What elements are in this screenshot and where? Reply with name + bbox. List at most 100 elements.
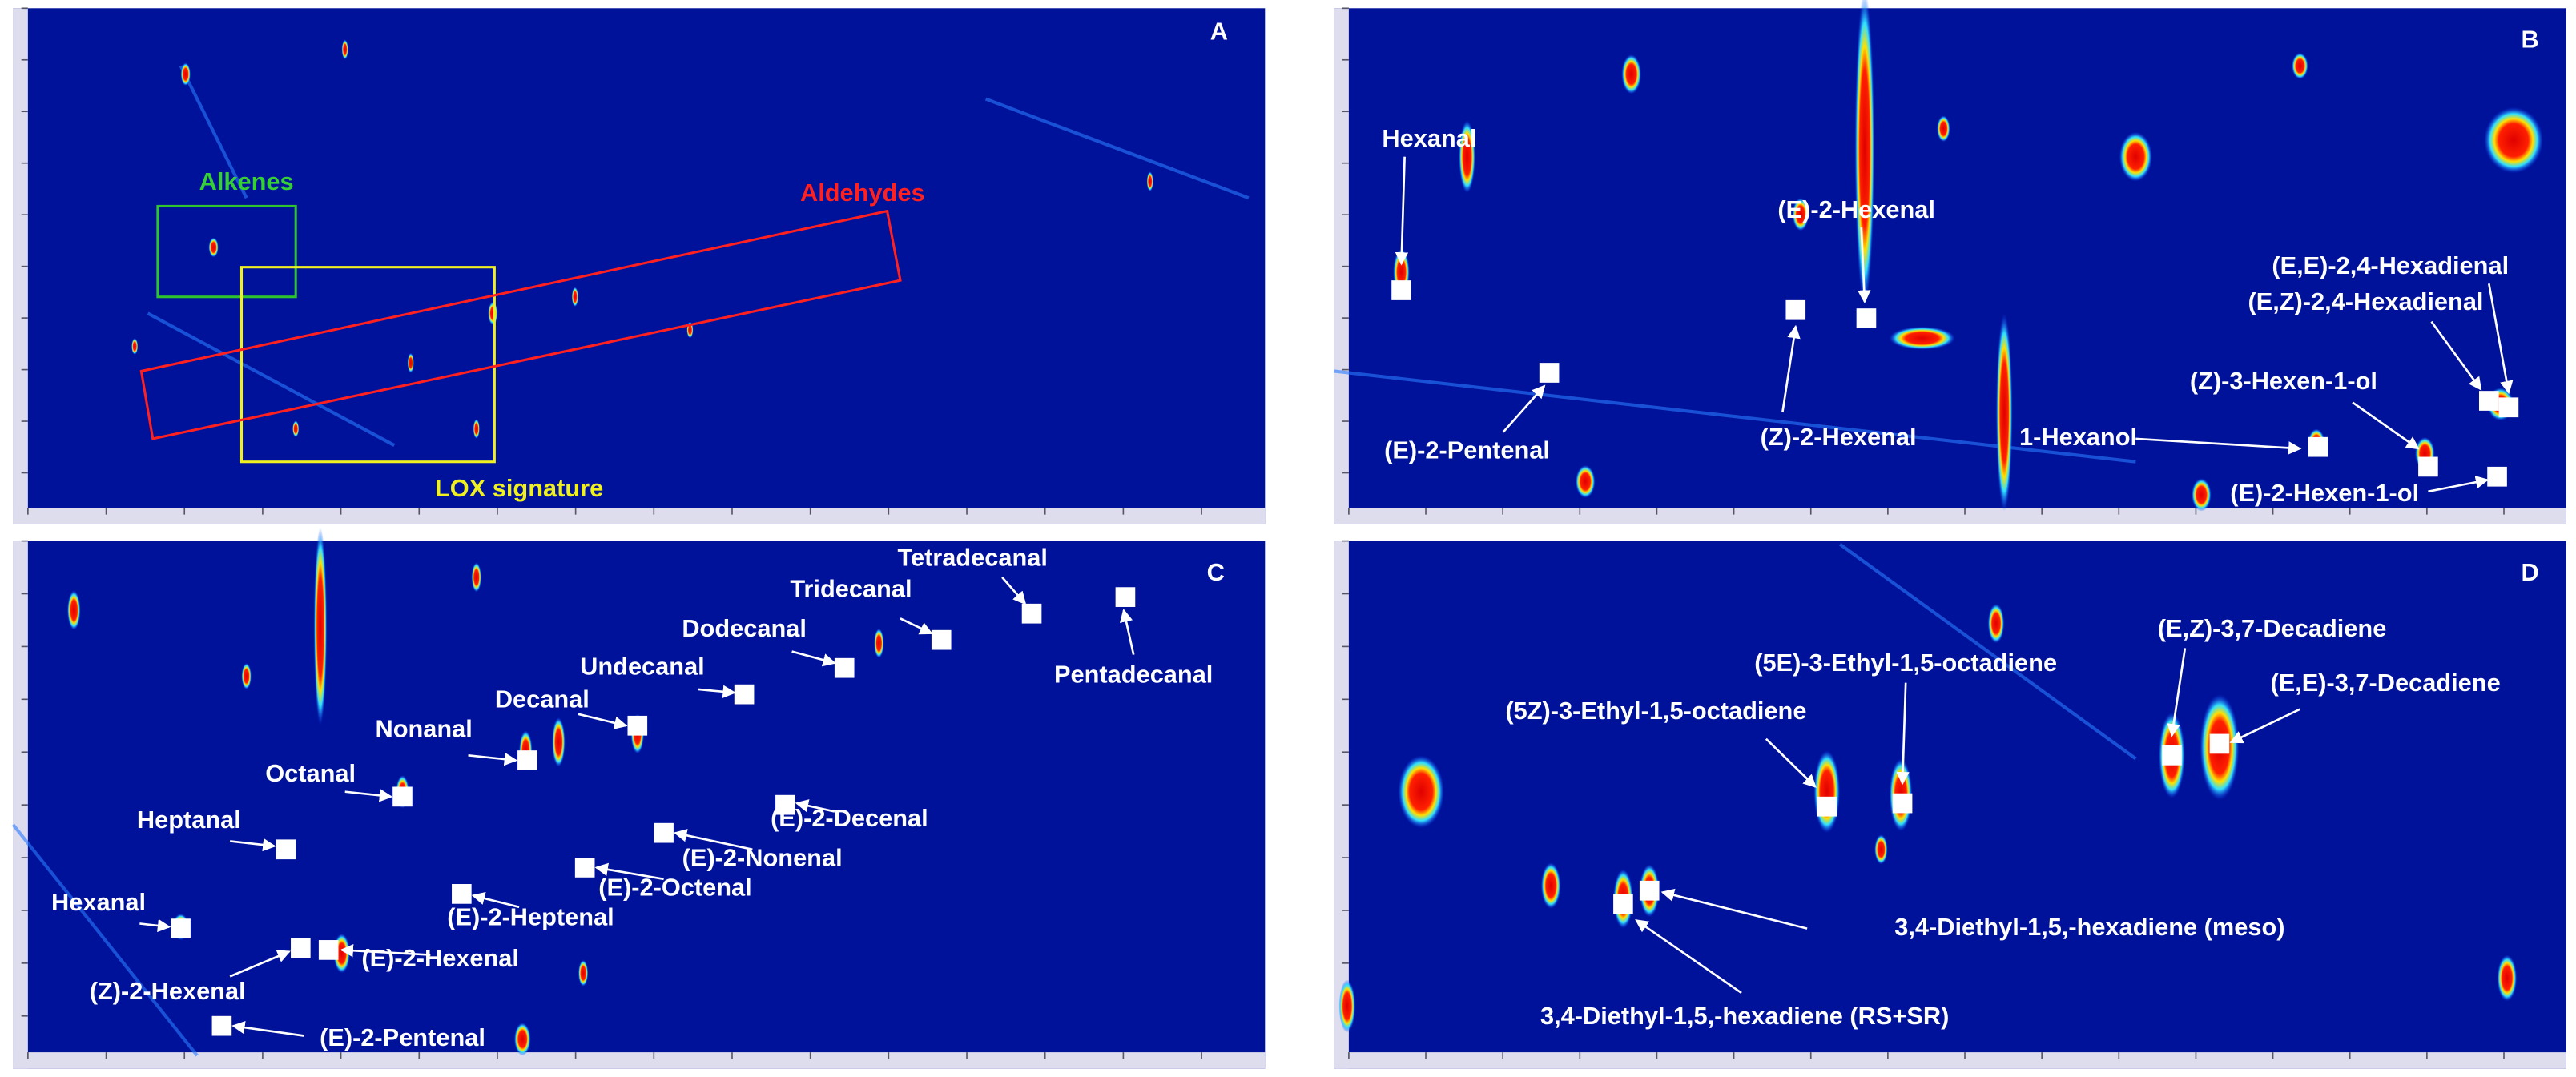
- compound-label: Nonanal: [375, 715, 472, 743]
- arrow: [229, 950, 291, 978]
- compound-label: Aldehydes: [800, 179, 925, 207]
- peak: [471, 562, 481, 593]
- arrow: [1765, 737, 1817, 788]
- peak: [208, 237, 219, 258]
- arrow: [578, 713, 628, 729]
- peak: [1792, 198, 1809, 231]
- marker-square: [2308, 436, 2328, 457]
- marker-square: [2498, 397, 2519, 418]
- panel-letter: D: [2521, 558, 2538, 586]
- compound-label: Undecanal: [580, 652, 705, 680]
- compound-label: LOX signature: [435, 474, 603, 502]
- compound-label: (E)-2-Nonenal: [682, 843, 843, 871]
- alkenes-box: [156, 204, 297, 299]
- axis-strip: [13, 8, 28, 524]
- marker-square: [2418, 456, 2438, 477]
- compound-label: 1-Hexanol: [2019, 423, 2137, 451]
- peak: [1995, 313, 2013, 512]
- marker-square: [2162, 745, 2182, 766]
- compound-label: Hexanal: [51, 888, 146, 916]
- compound-label: Heptanal: [137, 806, 241, 834]
- marker-square: [734, 684, 755, 705]
- compound-label: Tridecanal: [790, 574, 912, 602]
- marker-square: [775, 794, 795, 815]
- marker-square: [931, 629, 952, 650]
- peak: [292, 420, 300, 437]
- peak: [1874, 834, 1888, 865]
- arrow: [1120, 609, 1135, 656]
- peak: [2192, 478, 2212, 512]
- compound-label: (E)-2-Hexenal: [361, 944, 519, 972]
- arrow: [2135, 437, 2302, 455]
- compound-label: Alkenes: [199, 167, 294, 195]
- streak: [147, 311, 396, 447]
- peak: [513, 1023, 531, 1056]
- arrow: [795, 799, 835, 813]
- compound-label: Dodecanal: [682, 614, 807, 642]
- peak: [131, 338, 139, 355]
- compound-label: (E,E)-2,4-Hexadienal: [2272, 251, 2509, 279]
- marker-square: [276, 839, 296, 860]
- marker-square: [452, 884, 472, 904]
- panel-letter: C: [1207, 558, 1225, 586]
- arrow: [673, 829, 753, 851]
- marker-square: [1856, 308, 1877, 328]
- marker-square: [1613, 894, 1633, 914]
- peak: [1338, 979, 1356, 1033]
- panel-bg: [1334, 541, 2566, 1069]
- marker-square: [627, 715, 648, 736]
- peak: [1889, 326, 1955, 350]
- arrow: [2487, 283, 2514, 395]
- arrow: [2167, 648, 2187, 737]
- marker-square: [654, 822, 674, 843]
- arrow: [698, 685, 736, 698]
- lox-box: [239, 266, 496, 464]
- peak: [241, 663, 252, 689]
- arrow: [1781, 324, 1801, 413]
- peak: [1398, 755, 1444, 828]
- arrow: [1896, 682, 1910, 786]
- marker-square: [211, 1015, 232, 1036]
- panel-letter: A: [1210, 17, 1228, 45]
- arrow: [1635, 919, 1742, 995]
- peak: [571, 287, 578, 307]
- compound-label: (5E)-3-Ethyl-1,5-octadiene: [1754, 649, 2057, 677]
- peak: [1459, 120, 1475, 193]
- compound-label: Pentadecanal: [1054, 661, 1213, 689]
- compound-label: (E,Z)-3,7-Decadiene: [2158, 614, 2386, 642]
- compound-label: Hexanal: [1382, 124, 1476, 152]
- compound-label: (E)-2-Pentenal: [320, 1023, 485, 1051]
- peak: [180, 62, 191, 86]
- panel-letter: B: [2521, 26, 2538, 54]
- compound-label: Tetradecanal: [897, 543, 1048, 571]
- arrow: [471, 891, 520, 909]
- arrow: [2229, 708, 2301, 744]
- compound-label: (Z)-2-Hexenal: [1761, 423, 1917, 451]
- arrow: [229, 838, 276, 852]
- arrow: [1858, 227, 1871, 303]
- arrow: [468, 752, 518, 766]
- compound-label: (5Z)-3-Ethyl-1,5-octadiene: [1505, 697, 1806, 725]
- marker-square: [1391, 280, 1411, 300]
- peak: [341, 39, 348, 60]
- compound-label: (E)-2-Hexenal: [1777, 195, 1935, 223]
- peak: [874, 628, 884, 658]
- axis-strip: [13, 1052, 1266, 1069]
- peak: [2497, 954, 2518, 1002]
- axis-strip: [1334, 508, 2566, 524]
- marker-square: [574, 858, 595, 878]
- peak: [1575, 464, 1596, 499]
- streak: [11, 823, 199, 1057]
- compound-label: (E)-2-Hexen-1-ol: [2230, 479, 2419, 507]
- peak: [1540, 862, 1561, 909]
- marker-square: [1115, 587, 1136, 607]
- compound-label: Decanal: [495, 685, 590, 713]
- compound-label: (E,Z)-2,4-Hexadienal: [2248, 287, 2483, 315]
- arrow: [900, 617, 933, 635]
- axis-strip: [13, 508, 1266, 524]
- marker-square: [291, 938, 311, 958]
- peak: [313, 528, 328, 726]
- arrow: [340, 943, 431, 958]
